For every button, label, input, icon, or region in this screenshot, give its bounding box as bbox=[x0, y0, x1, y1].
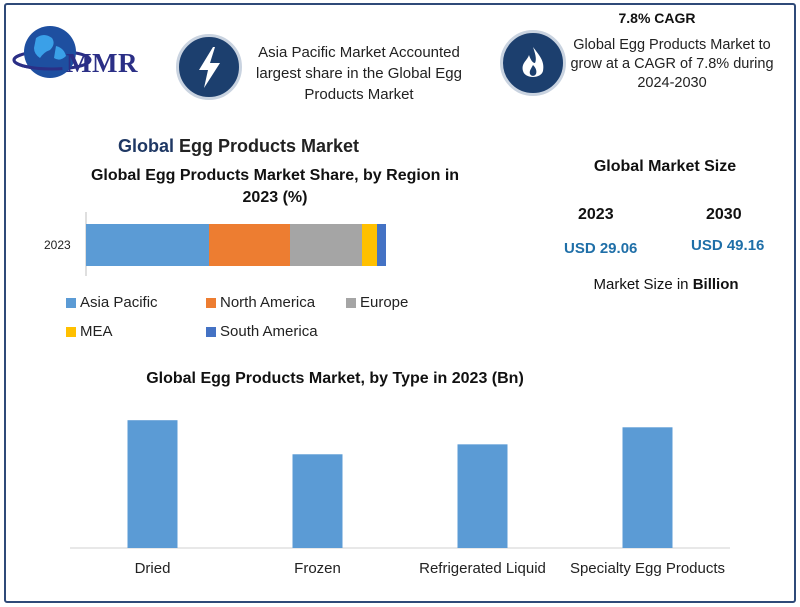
market-size-note: Market Size in Billion bbox=[566, 276, 766, 293]
type-chart-title: Global Egg Products Market, by Type in 2… bbox=[146, 370, 524, 387]
legend-item-north-america: North America bbox=[206, 294, 315, 311]
value-2023: USD 29.06 bbox=[564, 240, 638, 257]
region-bar-segment-europe bbox=[290, 224, 362, 266]
lightning-bolt-icon bbox=[176, 34, 242, 100]
year-2023-label: 2023 bbox=[578, 206, 614, 223]
type-bar-chart bbox=[70, 420, 730, 549]
header-left-text: Asia Pacific Market Accounted largest sh… bbox=[256, 44, 462, 103]
mmr-logo bbox=[12, 16, 162, 86]
legend-item-mea: MEA bbox=[66, 323, 113, 340]
outer-frame bbox=[4, 3, 796, 603]
cagr-title: 7.8% CAGR bbox=[618, 10, 696, 26]
market-size-note-prefix: Market Size in bbox=[593, 276, 693, 293]
legend-label: Europe bbox=[360, 294, 409, 311]
type-category-label: Dried bbox=[134, 560, 171, 577]
value-2030: USD 49.16 bbox=[691, 237, 765, 254]
type-bar-specialty-egg-products bbox=[622, 427, 673, 548]
legend-swatch bbox=[66, 297, 76, 308]
main-title-global: Global bbox=[118, 136, 175, 156]
legend-swatch bbox=[346, 297, 356, 308]
globe-icon bbox=[12, 26, 92, 78]
legend-swatch bbox=[66, 326, 76, 337]
legend-swatch bbox=[206, 326, 216, 337]
type-category-label: Frozen bbox=[294, 560, 341, 577]
main-title-rest: Egg Products Market bbox=[174, 136, 360, 156]
region-bar-segment-north-america bbox=[209, 224, 290, 266]
flame-icon bbox=[500, 30, 566, 96]
legend-item-asia-pacific: Asia Pacific bbox=[66, 294, 158, 311]
header-right-text: Global Egg Products Market to grow at a … bbox=[570, 37, 774, 91]
type-bar-frozen bbox=[292, 454, 343, 548]
legend-label: MEA bbox=[80, 323, 113, 340]
legend-label: Asia Pacific bbox=[80, 294, 158, 311]
legend-swatch bbox=[206, 297, 216, 308]
region-bar-segment-asia-pacific bbox=[86, 224, 209, 266]
legend-item-europe: Europe bbox=[346, 294, 408, 311]
region-bar-segment-south-america bbox=[377, 224, 386, 266]
region-chart-title: Global Egg Products Market Share, by Reg… bbox=[90, 167, 460, 206]
type-category-label: Refrigerated Liquid bbox=[419, 560, 546, 577]
region-bar-segment-mea bbox=[362, 224, 377, 266]
type-bar-dried bbox=[127, 420, 178, 548]
legend-item-south-america: South America bbox=[206, 323, 318, 340]
legend-label: South America bbox=[220, 323, 318, 340]
region-category-label: 2023 bbox=[44, 238, 71, 252]
region-stacked-bar-chart: 2023 bbox=[44, 212, 386, 276]
market-size-title: Global Market Size bbox=[593, 158, 737, 175]
logo-text: MMR bbox=[66, 48, 138, 78]
type-category-label: Specialty Egg Products bbox=[569, 560, 726, 577]
legend-label: North America bbox=[220, 294, 316, 311]
market-size-note-unit: Billion bbox=[692, 276, 739, 293]
year-2030-label: 2030 bbox=[706, 206, 742, 223]
main-title: Global Egg Products Market bbox=[118, 136, 378, 157]
type-bar-refrigerated-liquid bbox=[457, 444, 508, 548]
